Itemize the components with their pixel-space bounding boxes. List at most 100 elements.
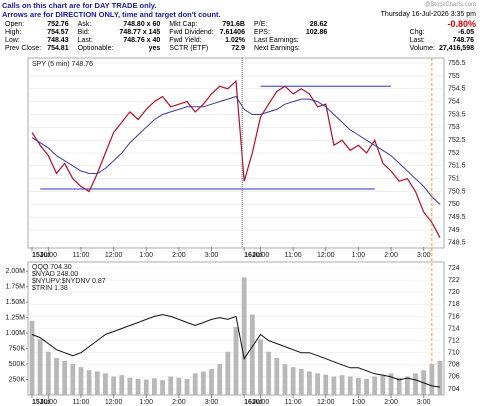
- y2-tick-label: 716: [448, 313, 460, 320]
- volume-bar: [290, 367, 296, 395]
- y-tick-label: 750K: [9, 345, 26, 352]
- y-tick-label: 2.00M: [6, 268, 26, 275]
- x-tick-label: 1:00: [352, 399, 366, 406]
- quote-right: Chg: -6.05 Last: 748.76 Volume: 27,416,598: [408, 28, 476, 52]
- y-tick-label: 753.5: [448, 111, 466, 118]
- volume-bar: [282, 364, 288, 395]
- y2-tick-label: 714: [448, 325, 460, 332]
- series-line: [31, 95, 441, 205]
- quote-table: Open: 752.76 Ask: 748.80 x 60 Mkt Cap: 791.6B…: [2, 20, 333, 52]
- quote-value: yes: [148, 44, 161, 52]
- volume-bar: [135, 378, 141, 395]
- quote-row: High: 754.57 Bid: 748.77 x 145 Fwd Dividend:…: [2, 28, 333, 36]
- credit: @StockCharts.com: [424, 2, 476, 8]
- quote-value: 1.02%: [225, 36, 245, 44]
- volume-bar: [307, 371, 312, 395]
- y-tick-label: 754.5: [448, 86, 466, 93]
- y-tick-label: 250K: [9, 376, 26, 383]
- y-tick-label: 755.5: [448, 60, 466, 67]
- y-tick-label: 751.5: [448, 163, 466, 170]
- quote-label: High:: [5, 28, 22, 36]
- quote-value: 791.6B: [222, 20, 245, 28]
- volume-bar: [225, 351, 231, 395]
- quote-label: Volume:: [409, 44, 435, 52]
- quote-label: P/E:: [253, 20, 268, 28]
- quote-row: Chg: -6.05: [408, 28, 476, 36]
- y-tick-label: 1.00M: [6, 330, 26, 337]
- y-tick-label: 1.25M: [6, 315, 26, 322]
- y-tick-label: 750: [448, 201, 460, 208]
- quote-label: Fwd Dividend:: [169, 28, 214, 36]
- volume-bar: [331, 376, 337, 395]
- y-tick-label: 1.50M: [6, 299, 26, 306]
- volume-bar: [339, 375, 345, 395]
- quote-row: Low: 748.43 Last: 748.76 x 40 Fwd Yield: 1.02…: [2, 36, 333, 44]
- volume-bar: [323, 374, 329, 395]
- volume-bar: [315, 373, 320, 395]
- y2-tick-label: 706: [448, 374, 460, 381]
- volume-bar: [396, 377, 402, 395]
- x-tick-label: 11:00: [285, 252, 302, 259]
- x-tick-label: 1:00: [352, 252, 366, 259]
- volume-bar: [372, 376, 378, 395]
- y2-tick-label: 712: [448, 337, 460, 344]
- volume-bar: [380, 375, 386, 395]
- quote-value: 27,416,598: [438, 44, 474, 52]
- volume-bar: [70, 364, 76, 395]
- x-tick-label: 2:00: [384, 399, 398, 406]
- volume-bar: [168, 376, 174, 395]
- x-tick-label: 12:00: [105, 252, 123, 259]
- y2-tick-label: 718: [448, 301, 460, 308]
- y-tick-label: 754: [448, 98, 460, 105]
- quote-value: -6.05: [458, 28, 474, 36]
- volume-bar: [103, 373, 108, 395]
- volume-bar: [176, 377, 182, 395]
- quote-value: 752.76: [47, 20, 69, 28]
- x-tick-label: 3:00: [417, 399, 431, 406]
- series-line: [31, 314, 441, 388]
- volume-bar: [429, 364, 435, 395]
- quote-row: Prev Close: 754.81 Optionable: yes SCTR (ETF…: [2, 44, 333, 52]
- y2-tick-label: 722: [448, 277, 460, 284]
- volume-bar: [233, 326, 239, 395]
- volume-bar: [217, 364, 223, 395]
- quote-row: Open: 752.76 Ask: 748.80 x 60 Mkt Cap: 791.6B…: [2, 20, 333, 28]
- volume-bar: [364, 378, 369, 395]
- y2-tick-label: 724: [448, 265, 460, 272]
- x-tick-label: 3:00: [205, 252, 219, 259]
- x-tick-label: 2:00: [172, 399, 186, 406]
- y-tick-label: 752: [448, 150, 460, 157]
- quote-label: Last:: [77, 36, 93, 44]
- x-tick-label: 3:00: [205, 399, 219, 406]
- y-tick-label: 500K: [9, 361, 26, 368]
- quote-value: 28.62: [309, 20, 328, 28]
- volume-bar: [127, 377, 133, 395]
- x-tick-label: 2:00: [172, 252, 186, 259]
- volume-bar: [192, 373, 198, 395]
- y-tick-label: 750.5: [448, 188, 466, 195]
- notice: Calls on this chart are for DAY TRADE on…: [2, 1, 157, 10]
- legend: $TRIN 1.38: [32, 285, 68, 292]
- quote-label: SCTR (ETF): [169, 44, 209, 52]
- volume-bar: [274, 357, 280, 395]
- quote-value: 748.76: [452, 36, 474, 44]
- volume-bar: [160, 380, 165, 395]
- quote-value: 748.80 x 60: [123, 20, 161, 28]
- volume-bar: [241, 277, 247, 395]
- x-tick-label: 10:00: [40, 399, 58, 406]
- y2-tick-label: 720: [448, 289, 460, 296]
- x-tick-label: 11:00: [285, 399, 302, 406]
- x-tick-label: 11:00: [72, 399, 89, 406]
- x-tick-label: 10:00: [252, 399, 270, 406]
- quote-value: 748.76 x 40: [123, 36, 161, 44]
- x-tick-label: 16Jul: [244, 399, 262, 406]
- volume-bar: [62, 360, 68, 395]
- y-tick-label: 749.5: [448, 214, 466, 221]
- y2-tick-label: 704: [448, 386, 460, 393]
- legend: QQQ 704.30: [32, 264, 72, 271]
- x-tick-label: 11:00: [72, 252, 89, 259]
- quote-label: EPS:: [253, 28, 270, 36]
- legend: SPY (5 min) 748.76: [32, 61, 93, 68]
- x-tick-label: 1:00: [139, 252, 153, 259]
- x-tick-label: 10:00: [252, 252, 270, 259]
